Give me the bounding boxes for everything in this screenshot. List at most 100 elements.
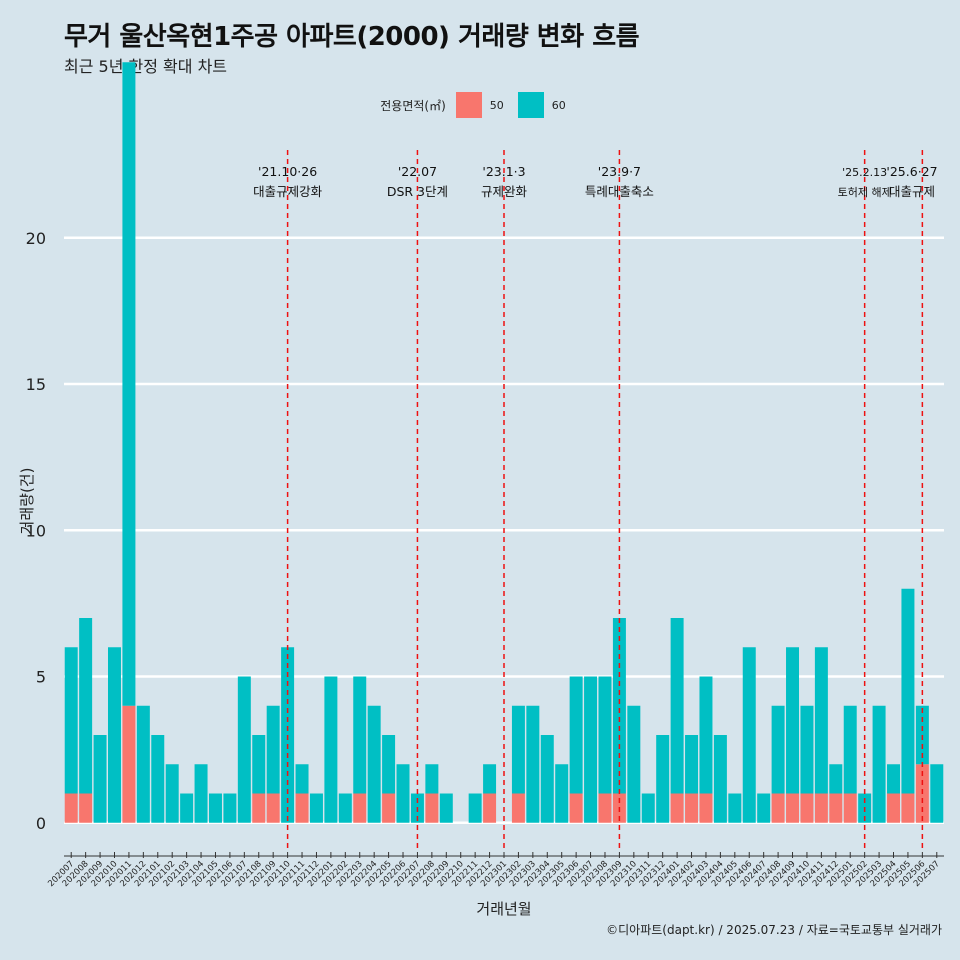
bar-50 (295, 793, 309, 823)
bar-60 (425, 764, 439, 794)
bar-50 (814, 793, 828, 823)
bar-60 (165, 764, 179, 823)
bar-60 (64, 647, 78, 794)
bar-60 (670, 618, 684, 794)
bar-50 (829, 793, 843, 823)
y-tick-label: 10 (26, 521, 46, 540)
bar-60 (540, 735, 554, 823)
bar-60 (800, 705, 814, 794)
bar-60 (136, 705, 150, 823)
event-label: DSR 3단계 (387, 184, 448, 199)
bar-50 (569, 793, 583, 823)
bar-60 (237, 676, 251, 823)
bar-50 (598, 793, 612, 823)
bar-60 (555, 764, 569, 823)
bar-60 (151, 735, 165, 823)
event-date-label: '23.1·3 (482, 164, 525, 179)
y-tick-label: 5 (36, 668, 46, 687)
bar-50 (64, 793, 78, 823)
bar-50 (511, 793, 525, 823)
bar-60 (598, 676, 612, 794)
bar-60 (338, 793, 352, 823)
bar-60 (757, 793, 771, 823)
y-axis-title: 거래량(건) (18, 468, 36, 535)
bar-60 (483, 764, 497, 794)
bar-60 (79, 618, 93, 794)
bar-60 (771, 705, 785, 794)
bar-60 (901, 588, 915, 794)
bar-60 (93, 735, 107, 823)
bar-60 (872, 705, 886, 823)
bar-60 (252, 735, 266, 794)
bar-50 (252, 793, 266, 823)
event-label: 대출규제강화 (253, 184, 323, 199)
bar-50 (685, 793, 699, 823)
bar-60 (309, 793, 323, 823)
bar-50 (79, 793, 93, 823)
event-date-label: '23.9·7 (598, 164, 641, 179)
bar-60 (439, 793, 453, 823)
bar-60 (266, 705, 280, 794)
bar-50 (483, 793, 497, 823)
bar-60 (728, 793, 742, 823)
legend-label-60: 60 (551, 98, 566, 112)
bar-60 (930, 764, 944, 823)
event-date-label: '25.2.13 (842, 166, 887, 179)
bar-60 (122, 62, 136, 706)
bar-60 (353, 676, 367, 794)
legend-title: 전용면적(㎡) (380, 98, 446, 113)
bar-50 (901, 793, 915, 823)
bar-50 (670, 793, 684, 823)
bar-60 (208, 793, 222, 823)
event-label: 특례대출축소 (585, 184, 654, 199)
bar-60 (511, 705, 525, 794)
y-tick-label: 15 (26, 375, 46, 394)
bar-60 (108, 647, 121, 823)
y-tick-label: 20 (26, 229, 46, 248)
bar-60 (641, 793, 655, 823)
legend-label-50: 50 (489, 98, 504, 112)
x-axis-title: 거래년월 (476, 900, 531, 918)
bar-60 (742, 647, 756, 823)
bar-50 (122, 705, 136, 823)
bar-50 (843, 793, 857, 823)
chart-subtitle: 최근 5년 한정 확대 차트 (64, 57, 228, 76)
bar-60 (367, 705, 381, 823)
bar-60 (713, 735, 727, 823)
bar-60 (295, 764, 309, 794)
bar-60 (656, 735, 670, 823)
bar-60 (396, 764, 410, 823)
bar-50 (786, 793, 800, 823)
bar-60 (685, 735, 699, 794)
bar-60 (814, 647, 828, 794)
bar-50 (266, 793, 280, 823)
bar-60 (829, 764, 843, 794)
legend-swatch-60 (517, 92, 544, 118)
bar-60 (382, 735, 396, 794)
bar-60 (584, 676, 598, 823)
bar-60 (194, 764, 208, 823)
bar-50 (800, 793, 814, 823)
legend-swatch-50 (455, 92, 482, 118)
event-date-label: '25.6·27 (886, 164, 937, 179)
y-tick-label: 0 (36, 814, 46, 833)
bar-60 (887, 764, 900, 794)
bar-60 (843, 705, 857, 794)
chart-title: 무거 울산옥현1주공 아파트(2000) 거래량 변화 흐름 (64, 22, 640, 52)
bar-50 (353, 793, 367, 823)
bar-60 (223, 793, 237, 823)
event-label: 규제완화 (481, 184, 528, 199)
event-label: 대출규제 (889, 184, 935, 199)
bar-60 (786, 647, 800, 794)
legend: 전용면적(㎡) 50 60 (0, 92, 960, 118)
bar-60 (569, 676, 583, 794)
bar-60 (612, 618, 626, 794)
bar-60 (526, 705, 540, 823)
event-date-label: '22.07 (398, 164, 437, 179)
bar-60 (627, 705, 641, 823)
bar-50 (771, 793, 785, 823)
bar-50 (699, 793, 713, 823)
source-caption: ©디아파트(dapt.kr) / 2025.07.23 / 자료=국토교통부 실… (606, 923, 942, 937)
